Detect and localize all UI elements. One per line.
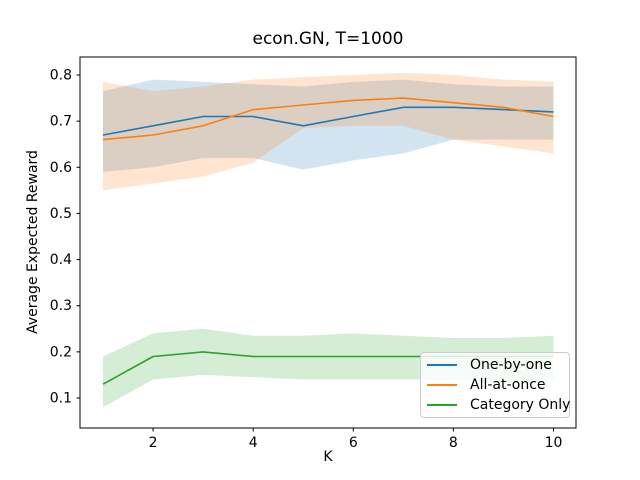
x-tick-label: 10 [545,435,563,451]
x-tick-label: 6 [349,435,358,451]
confidence-band-one-by-one [103,79,554,172]
legend-label: One-by-one [470,357,552,373]
confidence-band-category-only [103,328,554,408]
legend-line-swatch-category-only [427,404,457,406]
x-tick-label: 2 [149,435,158,451]
y-tick-label: 0.2 [50,344,72,360]
x-tick-label: 8 [449,435,458,451]
y-tick-label: 0.8 [50,67,72,83]
legend-entry: Category Only [427,395,571,415]
y-tick-label: 0.1 [50,391,72,407]
y-tick-label: 0.5 [50,206,72,222]
chart-title: econ.GN, T=1000 [252,29,404,49]
legend-line-swatch-all-at-once [427,384,457,386]
y-tick-label: 0.3 [50,298,72,314]
y-axis-label: Average Expected Reward [25,150,41,334]
axes-frame [79,56,577,429]
legend-label: Category Only [470,397,571,413]
y-tick-label: 0.7 [50,114,72,130]
legend: One-by-one All-at-once Category Only [420,352,570,418]
legend-entry: One-by-one [427,355,569,375]
series-line-one-by-one [102,106,554,136]
y-tick-label: 0.6 [50,160,72,176]
x-axis-label: K [323,449,333,465]
legend-line-swatch-one-by-one [427,364,457,366]
x-tick-label: 4 [249,435,258,451]
series-line-all-at-once [102,97,554,141]
legend-entry: All-at-once [427,375,569,395]
legend-label: All-at-once [470,377,546,393]
y-tick-label: 0.4 [50,252,72,268]
